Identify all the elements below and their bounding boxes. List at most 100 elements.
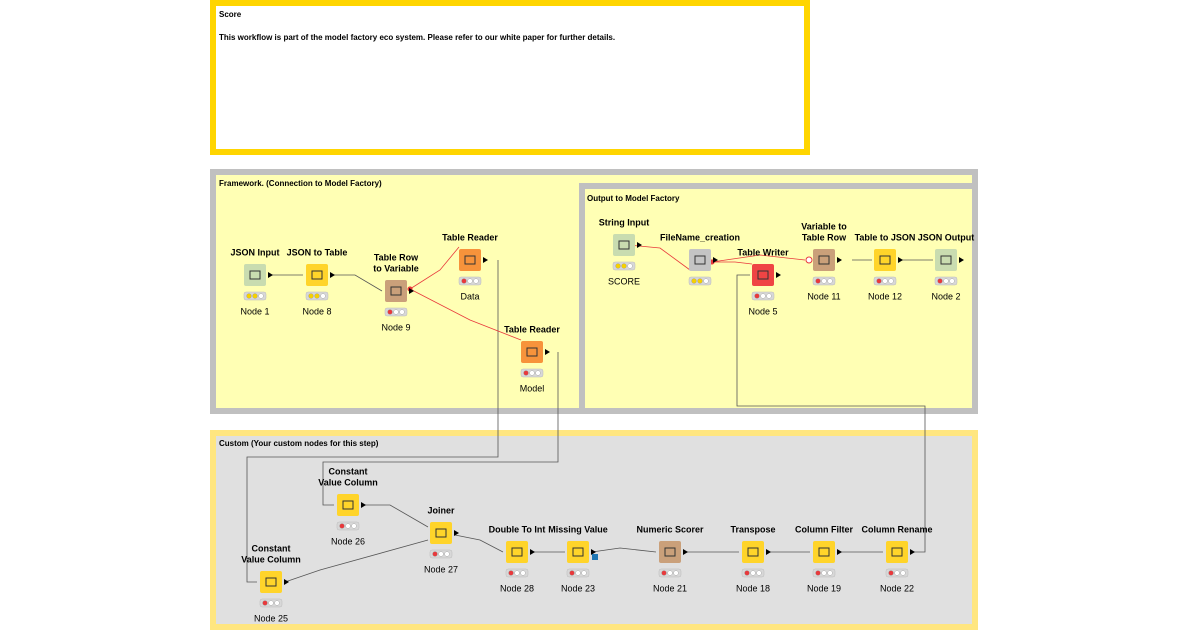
status-light [246, 293, 252, 299]
connection [284, 539, 429, 583]
node-label: SCORE [608, 276, 640, 286]
node-label: Node 18 [736, 583, 770, 593]
status-light [937, 278, 943, 284]
node[interactable]: Transpose Node 18 [730, 524, 775, 593]
status-light [667, 570, 673, 576]
node-label: Node 8 [302, 306, 331, 316]
status-light [399, 309, 405, 315]
status-light [320, 293, 326, 299]
status-light [514, 570, 520, 576]
node[interactable]: JSON to Table Node 8 [287, 247, 348, 316]
status-light [900, 570, 906, 576]
node[interactable]: Table to JSON Node 12 [855, 232, 916, 301]
status-light [615, 263, 621, 269]
node[interactable]: JSON Output Node 2 [918, 232, 975, 301]
status-light [575, 570, 581, 576]
node-title: Table Writer [737, 247, 789, 257]
status-light [262, 600, 268, 606]
status-light [821, 278, 827, 284]
node-title: Constant [329, 466, 368, 476]
status-light [274, 600, 280, 606]
variable-connection [409, 246, 460, 290]
node-glyph [879, 255, 891, 265]
status-light [581, 570, 587, 576]
node-title: Table to JSON [855, 232, 916, 242]
node[interactable]: JSON Input Node 1 [231, 247, 280, 316]
node-glyph [390, 286, 402, 296]
status-light [467, 278, 473, 284]
node[interactable]: Column Rename Node 22 [861, 524, 932, 593]
node-icon [935, 249, 957, 271]
status-light [351, 523, 357, 529]
node-glyph [511, 547, 523, 557]
status-light [308, 293, 314, 299]
node-label: Model [520, 383, 545, 393]
node-glyph [435, 528, 447, 538]
node-icon [430, 522, 452, 544]
connection [736, 274, 926, 553]
output-port [268, 272, 273, 278]
node-label: Node 5 [748, 306, 777, 316]
output-port [837, 257, 842, 263]
node-title: Variable to [801, 221, 847, 231]
node-label: Node 23 [561, 583, 595, 593]
output-port [837, 549, 842, 555]
flow-port [592, 554, 598, 560]
connection [362, 504, 429, 528]
node-title: Joiner [427, 505, 455, 515]
status-light [432, 551, 438, 557]
node-label: Node 1 [240, 306, 269, 316]
node-title: String Input [599, 217, 650, 227]
node[interactable]: Missing Value Node 23 [548, 524, 608, 593]
status-light [815, 278, 821, 284]
node[interactable]: Double To Int Node 28 [489, 524, 546, 593]
node-icon [752, 264, 774, 286]
node-label: Node 27 [424, 564, 458, 574]
node[interactable]: Numeric Scorer Node 21 [636, 524, 704, 593]
output-port [284, 579, 289, 585]
output-port [713, 257, 718, 263]
status-light [697, 278, 703, 284]
node-glyph [891, 547, 903, 557]
status-light [894, 570, 900, 576]
annotation-box [579, 183, 978, 414]
status-light [760, 293, 766, 299]
node-glyph [694, 255, 706, 265]
node-title: Table Reader [442, 232, 498, 242]
node[interactable]: String Input SCORE [599, 217, 650, 286]
node-glyph [818, 547, 830, 557]
node-title: JSON Input [231, 247, 280, 257]
connection [246, 260, 499, 583]
status-light [673, 570, 679, 576]
status-light [821, 570, 827, 576]
output-port [409, 288, 414, 294]
node-label: Node 12 [868, 291, 902, 301]
output-port [591, 549, 596, 555]
node-icon [689, 249, 711, 271]
status-light [754, 293, 760, 299]
node[interactable]: FileName_creation [660, 232, 740, 286]
status-light [627, 263, 633, 269]
node[interactable]: Column Filter Node 19 [795, 524, 853, 593]
node[interactable]: Table Writer Node 5 [737, 247, 789, 316]
node-icon [813, 541, 835, 563]
node-title: Value Column [318, 477, 378, 487]
node[interactable]: Joiner Node 27 [424, 505, 459, 574]
output-port [530, 549, 535, 555]
status-light [345, 523, 351, 529]
node-label: Node 26 [331, 536, 365, 546]
node-label: Node 21 [653, 583, 687, 593]
node-title: Numeric Scorer [636, 524, 704, 534]
node-title: Column Filter [795, 524, 853, 534]
node[interactable]: Table Reader Model [504, 324, 560, 393]
connection [322, 352, 559, 506]
node[interactable]: Table Reader Data [442, 232, 498, 301]
node-glyph [664, 547, 676, 557]
node-glyph [249, 270, 261, 280]
node-icon [813, 249, 835, 271]
